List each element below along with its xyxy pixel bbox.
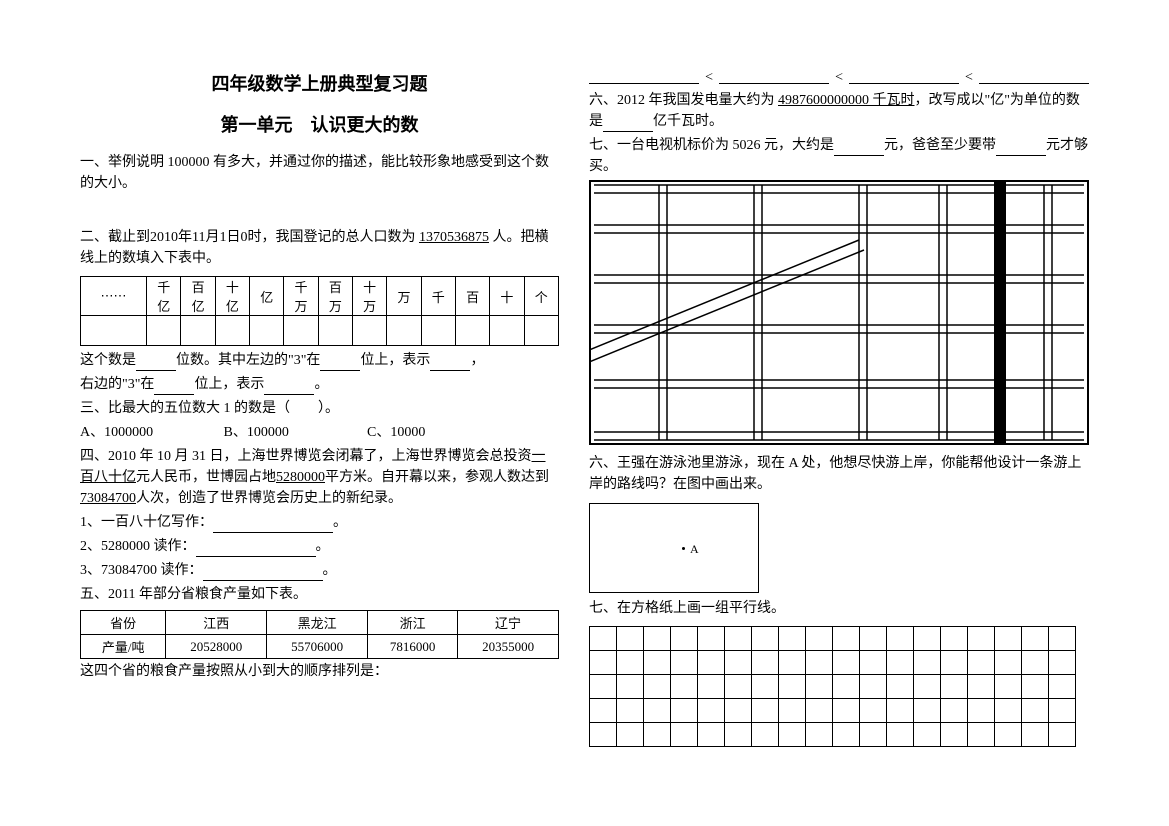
question-7: 七、一台电视机标价为 5026 元，大约是元，爸爸至少要带元才够买。 [589,135,1089,177]
question-9: 七、在方格纸上画一组平行线。 [589,598,1089,619]
question-3-options: A、1000000 B、100000 C、10000 [80,422,559,443]
street-map [589,180,1089,450]
question-5b: 这四个省的粮食产量按照从小到大的顺序排列是： [80,661,559,682]
question-1: 一、举例说明 100000 有多大，并通过你的描述，能比较形象地感受到这个数的大… [80,152,559,194]
question-2: 二、截止到2010年11月1日0时，我国登记的总人口数为 1370536875 … [80,227,559,269]
swim-pool: A [589,503,759,593]
point-a-dot [682,547,685,550]
place-value-table: ⋯⋯千亿百亿十亿亿千万百万十万万千百十个 [80,276,559,346]
question-8: 六、王强在游泳池里游泳，现在 A 处，他想尽快游上岸，你能帮他设计一条游上岸的路… [589,453,1089,495]
question-3: 三、比最大的五位数大 1 的数是（ ）。 [80,398,559,419]
left-column: 四年级数学上册典型复习题 第一单元 认识更大的数 一、举例说明 100000 有… [80,70,559,796]
compare-row: < < < [589,70,1089,86]
question-6: 六、2012 年我国发电量大约为 4987600000000 千瓦时，改写成以"… [589,90,1089,132]
point-a-label: A [690,542,699,557]
unit-title: 第一单元 认识更大的数 [80,111,559,137]
grid-paper [589,626,1089,747]
question-5: 五、2011 年部分省粮食产量如下表。 [80,584,559,605]
main-title: 四年级数学上册典型复习题 [80,70,559,96]
grain-table: 省份江西黑龙江浙江辽宁 产量/吨205280005570600078160002… [80,610,559,659]
question-4: 四、2010 年 10 月 31 日，上海世界博览会闭幕了，上海世界博览会总投资… [80,446,559,509]
question-2-desc: 这个数是位数。其中左边的"3"在位上，表示， [80,350,559,371]
right-column: < < < 六、2012 年我国发电量大约为 4987600000000 千瓦时… [589,70,1089,796]
